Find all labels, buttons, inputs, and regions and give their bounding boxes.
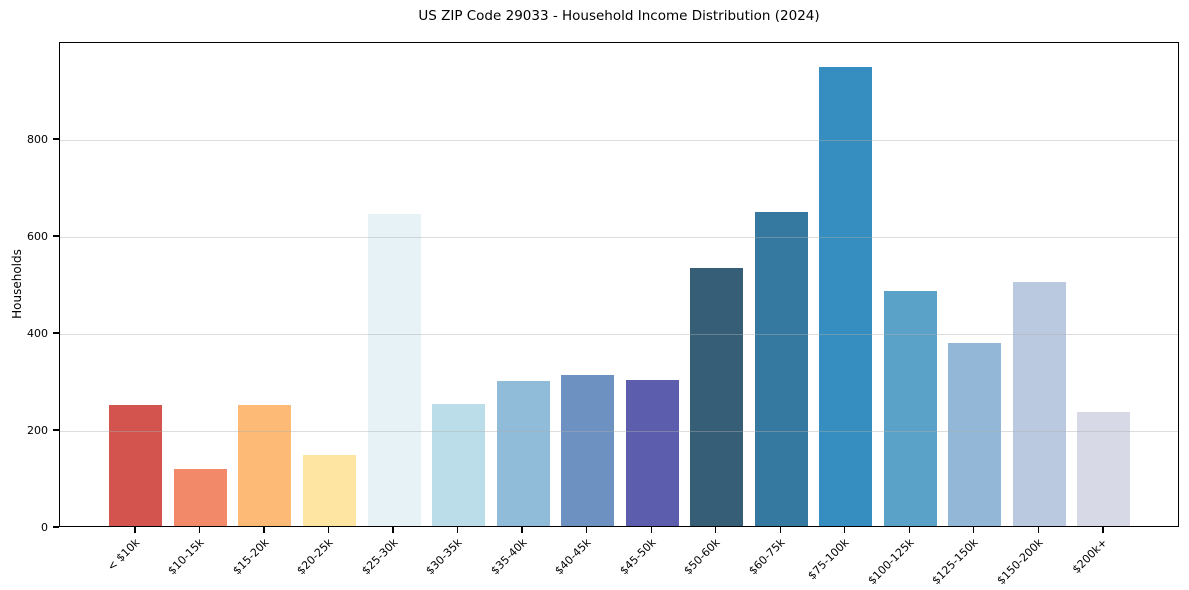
- bar: [432, 404, 486, 526]
- x-tick-mark: [327, 527, 330, 533]
- x-tick-label: $60-75k: [746, 536, 788, 578]
- x-tick-mark: [650, 527, 652, 533]
- y-tick-label: 400: [27, 326, 48, 340]
- y-tick-label: 600: [27, 229, 48, 243]
- bar: [302, 455, 356, 526]
- bar: [883, 290, 937, 526]
- bar: [238, 405, 292, 526]
- y-axis-label: Households: [10, 249, 24, 319]
- y-tick-label: 200: [27, 423, 48, 437]
- x-tick-label: $200k+: [1070, 536, 1111, 577]
- x-tick-label: $125-150k: [929, 536, 981, 588]
- gridline: [60, 236, 1178, 238]
- x-tick-label: $75-100k: [805, 536, 852, 583]
- gridline: [60, 333, 1178, 335]
- x-tick-mark: [456, 527, 459, 533]
- bar: [948, 342, 1002, 526]
- bar: [1077, 411, 1131, 526]
- bar: [625, 379, 679, 526]
- x-tick-label: $20-25k: [294, 536, 336, 578]
- bar: [754, 211, 808, 526]
- bar: [496, 381, 550, 526]
- bar: [690, 268, 744, 526]
- x-tick-label: $150-200k: [994, 536, 1046, 588]
- x-tick-mark: [715, 527, 717, 533]
- x-tick-mark: [198, 527, 201, 533]
- y-tick-mark: [53, 526, 59, 528]
- x-tick-label: $25-30k: [358, 536, 401, 578]
- x-tick-label: $35-40k: [488, 536, 530, 578]
- x-tick-label: < $10k: [104, 536, 143, 574]
- chart-title: US ZIP Code 29033 - Household Income Dis…: [418, 8, 820, 24]
- x-tick-mark: [392, 527, 394, 533]
- y-tick-label: 0: [41, 520, 48, 534]
- x-tick-mark: [263, 527, 265, 533]
- x-tick-mark: [586, 527, 588, 533]
- bar: [173, 469, 227, 526]
- x-tick-mark: [1037, 527, 1040, 533]
- x-tick-mark: [1102, 527, 1104, 533]
- x-tick-label: $45-50k: [617, 536, 659, 578]
- x-tick-mark: [844, 527, 846, 533]
- x-tick-mark: [134, 527, 136, 533]
- x-tick-label: $15-20k: [229, 536, 272, 578]
- bar: [109, 405, 163, 526]
- plot-area: [59, 42, 1179, 527]
- y-tick-mark: [53, 332, 59, 334]
- bar: [367, 213, 421, 526]
- x-tick-label: $30-35k: [423, 536, 465, 578]
- x-tick-mark: [521, 527, 523, 533]
- y-tick-label: 800: [27, 132, 48, 146]
- x-tick-mark: [973, 527, 975, 533]
- x-tick-label: $50-60k: [681, 536, 723, 578]
- bar: [1012, 282, 1066, 526]
- x-tick-mark: [908, 527, 910, 533]
- x-tick-mark: [779, 527, 781, 533]
- bar: [561, 374, 615, 526]
- y-tick-mark: [53, 138, 59, 140]
- x-tick-label: $40-45k: [552, 536, 594, 578]
- gridline: [60, 139, 1178, 141]
- x-tick-label: $100-125k: [865, 536, 917, 588]
- y-tick-mark: [53, 235, 59, 237]
- bar: [819, 67, 873, 526]
- y-tick-mark: [53, 429, 59, 431]
- x-tick-label: $10-15k: [165, 536, 207, 578]
- gridline: [60, 430, 1178, 432]
